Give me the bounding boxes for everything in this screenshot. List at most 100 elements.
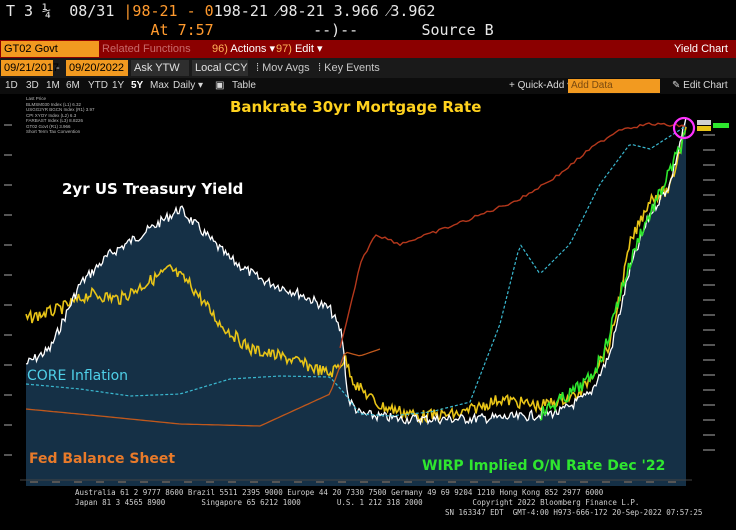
x-axis-tick [294,481,302,483]
edit-chart-button[interactable]: ✎ Edit Chart [672,80,728,91]
actions-number: 96) [212,43,228,55]
period-3d-button[interactable]: 3D [26,80,39,91]
legend-item: FARBAST Index (L3) 8.8226 [26,118,83,123]
right-axis-tick [703,149,715,151]
edit-label: Edit ▾ [294,43,323,55]
legend-item: GT02 Govt (R1) 3.966 [26,123,71,129]
wirp-line [539,130,687,421]
left-axis-tick [4,454,12,456]
right-axis-tick [703,179,715,181]
x-axis-tick [272,481,280,483]
right-axis-tick [703,209,715,211]
table-button[interactable]: Table [232,80,256,91]
left-axis-tick [4,394,12,396]
left-axis-tick [4,244,12,246]
treasury-yellow-line [25,126,687,424]
left-axis-tick [4,274,12,276]
x-axis-tick [448,481,456,483]
period-6m-button[interactable]: 6M [66,80,80,91]
left-axis-tick [4,304,12,306]
right-axis-tick [703,374,715,376]
start-date-field[interactable]: 09/21/2017 [1,60,59,76]
x-axis-tick [580,481,588,483]
x-axis-tick [74,481,82,483]
right-axis-tick [703,224,715,226]
x-axis-tick [316,481,324,483]
period-1y-button[interactable]: 1Y [112,80,125,91]
annotation-fed-balance: Fed Balance Sheet [29,451,176,467]
right-axis-tick [703,314,715,316]
right-axis-tick [703,449,715,451]
right-axis-tick [703,134,715,136]
x-axis-tick [426,481,434,483]
annotation-mortgage: Bankrate 30yr Mortgage Rate [230,98,482,116]
x-axis-tick [206,481,214,483]
security-input[interactable]: GT02 Govt [1,41,99,57]
quote-dash: --)-- [313,21,359,39]
value-tag-white [697,120,711,125]
quick-add-button[interactable]: + Quick-Add ▾ [509,80,573,91]
right-axis-tick [703,434,715,436]
date-separator: - [56,62,60,74]
period-5y-button[interactable]: 5Y [131,80,144,91]
left-axis-tick [4,424,12,426]
yield-chart[interactable] [0,94,736,487]
quote-line: T 3 ¼ 08/31 |98-21 - 0198-21 ⁄98-21 3.96… [6,2,435,21]
legend-item: CPI XYOY Index (L2) 6.3 [26,112,77,118]
right-axis-tick [703,344,715,346]
fed-balance-line [25,348,381,427]
mov-avgs-label: Mov Avgs [262,62,310,74]
x-axis-tick [250,481,258,483]
legend-item: USGG2YR BGCN Index (R1) 3.97 [26,107,95,112]
key-events-toggle[interactable]: ⁞ Key Events [318,62,380,74]
x-axis-tick [96,481,104,483]
x-axis-tick [668,481,676,483]
x-axis-tick [382,481,390,483]
left-axis-tick [4,334,12,336]
currency-select[interactable]: Local CCY [192,60,248,76]
footer-contacts-1: Australia 61 2 9777 8600 Brazil 5511 239… [75,488,604,497]
x-axis-tick [338,481,346,483]
x-axis-tick [492,481,500,483]
right-axis-tick [703,389,715,391]
actions-menu-button[interactable]: 96) Actions ▾ [208,41,279,57]
period-1m-button[interactable]: 1M [46,80,60,91]
quote-separator: - 0 [177,2,214,20]
actions-label: Actions ▾ [230,43,276,55]
end-date-field[interactable]: 09/20/2022 [66,60,128,76]
right-axis-tick [703,299,715,301]
footer: Australia 61 2 9777 8600 Brazil 5511 239… [0,486,736,530]
x-axis-tick [404,481,412,483]
footer-session: SN 163347 EDT GMT-4:00 H973-666-172 20-S… [445,508,703,517]
treasury-area-fill [26,117,686,487]
period-daily-button[interactable]: Daily ▾ [173,80,204,91]
x-axis-tick [228,481,236,483]
right-axis-tick [703,194,715,196]
x-axis-tick [52,481,60,483]
mov-avgs-toggle[interactable]: ⁞ Mov Avgs [256,62,310,74]
value-tag-yellow [697,126,711,131]
x-axis-tick [558,481,566,483]
right-axis-tick [703,164,715,166]
x-axis-tick [30,481,38,483]
right-axis-tick [703,254,715,256]
field-select[interactable]: Ask YTW [131,60,189,76]
key-events-label: Key Events [324,62,380,74]
quote-bid: |98-21 [123,2,178,20]
legend-header: Last Price [26,96,47,101]
period-1d-button[interactable]: 1D [5,80,18,91]
add-data-input[interactable]: Add Data [568,79,660,93]
table-toggle-icon[interactable]: ▣ [215,80,225,91]
x-axis-tick [118,481,126,483]
x-axis-tick [184,481,192,483]
legend-item: BLMSM030 Index (L1) 6.32 [26,101,82,107]
quote-time-line: At 7:57 --)-- Source B [6,21,494,39]
x-axis-tick [514,481,522,483]
edit-menu-button[interactable]: 97) Edit ▾ [272,41,327,57]
period-ytd-button[interactable]: YTD [88,80,108,91]
period-max-button[interactable]: Max [150,80,169,91]
right-axis-tick [703,269,715,271]
edit-number: 97) [276,43,292,55]
x-axis-tick [602,481,610,483]
legend-item: Short Term Tax Convention [26,129,81,134]
